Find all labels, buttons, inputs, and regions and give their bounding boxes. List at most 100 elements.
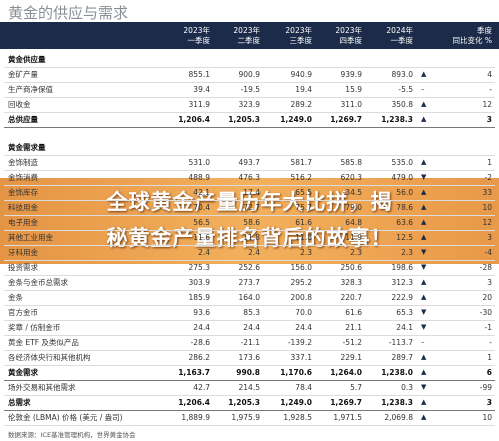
change-value: -2 <box>484 173 492 182</box>
cell-value: 312.3 <box>391 278 413 287</box>
cell-value: 185.9 <box>188 293 210 302</box>
row-separator <box>4 170 495 171</box>
row-separator <box>4 82 495 83</box>
column-header: 三季度 <box>289 36 313 45</box>
column-header: 一季度 <box>390 36 414 45</box>
change-value: - <box>489 338 492 347</box>
cell-value: 39.4 <box>193 85 210 94</box>
row-label: 黄金 ETF 及类似产品 <box>8 338 79 347</box>
cell-value: 531.0 <box>188 158 210 167</box>
cell-value: 1,889.9 <box>181 413 210 422</box>
row-separator <box>4 350 495 351</box>
cell-value: 1,205.3 <box>228 398 260 407</box>
row-separator <box>4 320 495 321</box>
row-separator <box>4 67 495 68</box>
cell-value: 289.2 <box>290 100 312 109</box>
row-label: 总供应量 <box>8 115 38 124</box>
column-header: 一季度 <box>187 36 211 45</box>
cell-value: 56.5 <box>193 218 210 227</box>
cell-value: 17.4 <box>243 188 260 197</box>
trend-arrow: ▼ <box>421 248 427 256</box>
cell-value: 1,249.0 <box>280 115 312 124</box>
cell-value: 275.3 <box>188 263 210 272</box>
cell-value: 323.9 <box>238 100 260 109</box>
row-separator <box>4 260 495 261</box>
row-label: 黄金需求 <box>8 368 38 377</box>
cell-value: 2.4 <box>198 248 210 257</box>
row-label: 金饰库存 <box>8 188 38 197</box>
row-separator <box>4 290 495 291</box>
cell-value: 11.8 <box>295 233 312 242</box>
section-label: 黄金供应量 <box>8 55 46 64</box>
cell-value: -113.7 <box>388 338 413 347</box>
column-header: 2023年 <box>285 26 312 35</box>
cell-value: 11.8 <box>243 233 260 242</box>
change-value: 1 <box>487 353 492 362</box>
banner-text: 全球黄金产量历年大比拼，揭 <box>106 190 393 214</box>
cell-value: 990.8 <box>236 368 260 377</box>
cell-value: 93.6 <box>193 308 210 317</box>
cell-value: 939.9 <box>340 70 362 79</box>
trend-arrow: ▲ <box>421 293 427 301</box>
cell-value: 164.0 <box>238 293 260 302</box>
trend-arrow: ▼ <box>421 383 427 391</box>
cell-value: 156.0 <box>290 263 312 272</box>
cell-value: 12.5 <box>396 233 413 242</box>
cell-value: 1,170.6 <box>280 368 312 377</box>
row-separator <box>4 365 495 366</box>
row-separator <box>4 185 495 186</box>
change-value: -30 <box>479 308 492 317</box>
row-label: 其他工业用金 <box>8 233 53 242</box>
cell-value: 5.7 <box>350 383 362 392</box>
cell-value: 350.8 <box>391 100 413 109</box>
cell-value: 303.9 <box>188 278 210 287</box>
cell-value: 250.6 <box>340 263 362 272</box>
cell-value: 65.5 <box>295 188 312 197</box>
cell-value: 78.4 <box>295 383 312 392</box>
row-label: 电子用金 <box>8 218 38 227</box>
change-value: -99 <box>479 383 492 392</box>
trend-arrow: ▲ <box>421 218 427 226</box>
trend-arrow: ▼ <box>421 323 427 331</box>
cell-value: 61.6 <box>295 218 312 227</box>
cell-value: 535.0 <box>391 158 413 167</box>
row-separator <box>4 380 495 381</box>
cell-value: 620.3 <box>340 173 362 182</box>
cell-value: 1,238.3 <box>381 398 413 407</box>
row-separator <box>4 97 495 98</box>
cell-value: 581.7 <box>290 158 312 167</box>
cell-value: 24.4 <box>193 323 210 332</box>
cell-value: 2,069.8 <box>384 413 413 422</box>
cell-value: 855.1 <box>188 70 210 79</box>
cell-value: 2.3 <box>401 248 413 257</box>
row-label: 官方金币 <box>8 308 38 317</box>
cell-value: 15.9 <box>345 85 362 94</box>
cell-value: 70.0 <box>295 308 312 317</box>
change-value: 6 <box>486 368 492 377</box>
row-label: 生产商净保值 <box>8 85 53 94</box>
trend-arrow: ▲ <box>421 353 427 361</box>
cell-value: 79.0 <box>345 203 362 212</box>
row-label: 金饰制造 <box>8 158 38 167</box>
cell-value: 11.6 <box>193 233 210 242</box>
row-separator <box>4 410 495 411</box>
cell-value: 337.1 <box>290 353 312 362</box>
row-label: 金条与金币总需求 <box>8 278 68 287</box>
cell-value: -5.5 <box>398 85 413 94</box>
footnote: 数据来源：ICE基准管理机构，世界黄金协会 <box>8 431 136 439</box>
cell-value: 42.7 <box>193 383 210 392</box>
row-label: 牙科用金 <box>8 248 38 257</box>
row-label: 金条 <box>8 293 23 302</box>
cell-value: 72.7 <box>243 203 260 212</box>
cell-value: 78.6 <box>396 203 413 212</box>
trend-arrow: ▲ <box>421 188 427 196</box>
row-separator <box>4 200 495 201</box>
trend-arrow: ▼ <box>421 173 427 181</box>
row-label: 总需求 <box>8 398 31 407</box>
cell-value: 1,238.3 <box>381 115 413 124</box>
cell-value: 893.0 <box>391 70 413 79</box>
row-label: 回收金 <box>8 100 31 109</box>
cell-value: 1,238.0 <box>381 368 413 377</box>
cell-value: -139.2 <box>287 338 312 347</box>
